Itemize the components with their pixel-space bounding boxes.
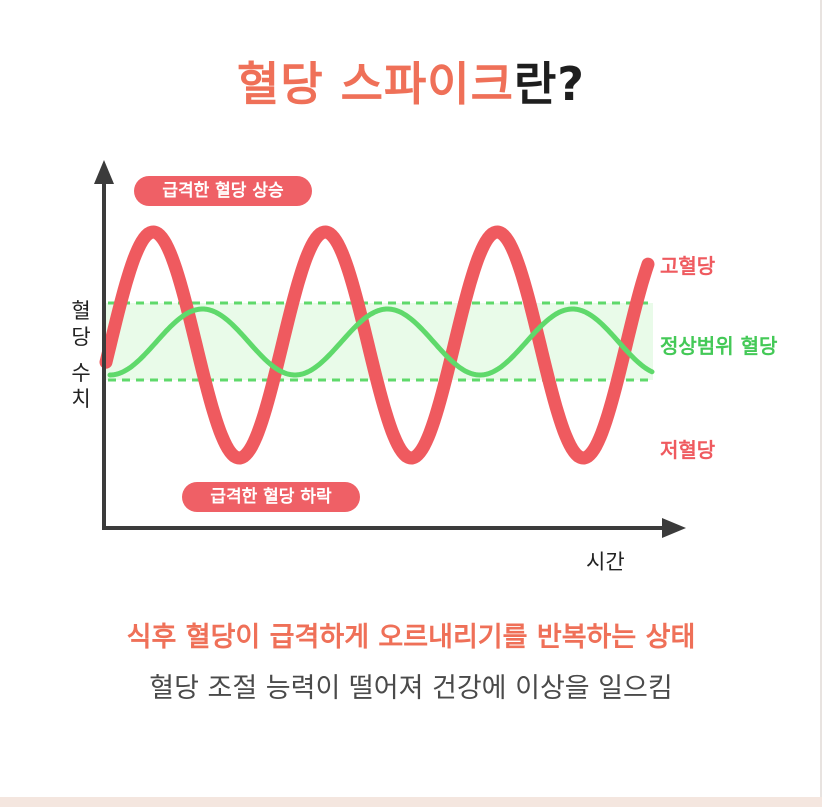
high-label: 고혈당 bbox=[660, 254, 716, 278]
y-axis-char: 당 bbox=[71, 325, 91, 349]
y-axis-char: 혈 bbox=[71, 299, 91, 323]
normal-curve bbox=[107, 306, 655, 378]
low-label: 저혈당 bbox=[660, 438, 716, 462]
page-title: 혈당 스파이크란? bbox=[0, 48, 822, 114]
fall-label: 급격한 혈당 하락 bbox=[182, 482, 360, 512]
rise-label: 급격한 혈당 상승 bbox=[134, 176, 312, 206]
y-axis-arrow bbox=[94, 160, 114, 184]
summary-text: 식후 혈당이 급격하게 오르내리기를 반복하는 상태 bbox=[126, 622, 696, 653]
y-axis-char: 치 bbox=[71, 387, 91, 411]
x-axis-arrow bbox=[662, 518, 686, 538]
bottom-border bbox=[0, 797, 822, 807]
title-accent: 혈당 스파이크 bbox=[237, 57, 514, 111]
title-rest: 란? bbox=[513, 57, 585, 111]
y-axis-label: 혈 당 수 치 bbox=[68, 298, 94, 412]
subtitle-text: 혈당 조절 능력이 떨어져 건강에 이상을 일으킴 bbox=[149, 673, 673, 704]
spike-curve bbox=[99, 225, 655, 465]
normal-label: 정상범위 혈당 bbox=[660, 334, 778, 358]
y-axis-char: 수 bbox=[71, 361, 91, 385]
x-axis-label: 시간 bbox=[586, 550, 625, 574]
